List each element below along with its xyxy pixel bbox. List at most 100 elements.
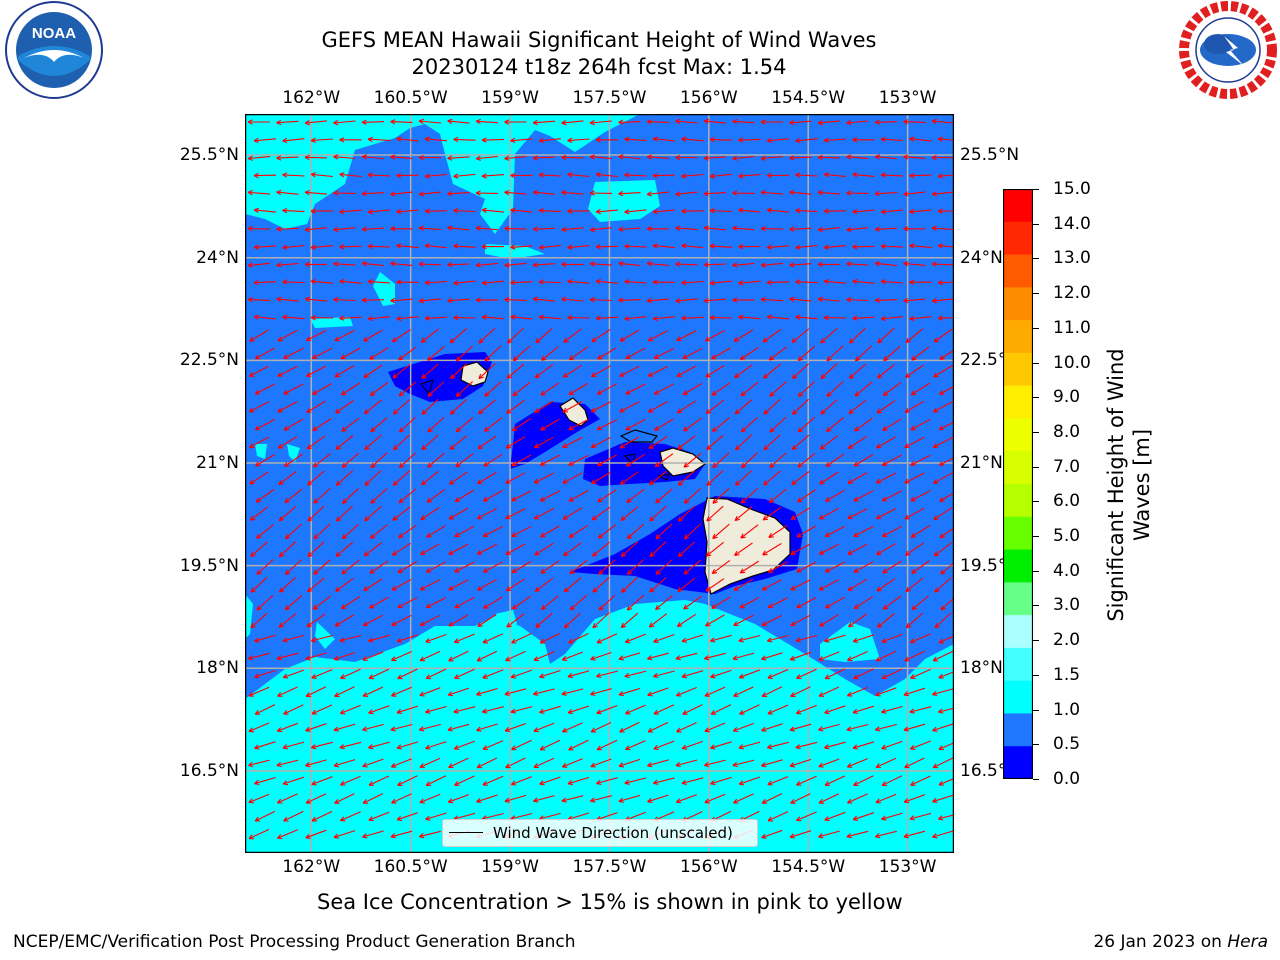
wind-arrow — [341, 417, 360, 432]
wind-arrow — [596, 777, 618, 785]
wind-arrow — [846, 119, 869, 126]
wind-arrow — [795, 137, 818, 144]
wind-arrow — [682, 347, 703, 360]
colorbar-segment — [1003, 418, 1033, 452]
wind-arrow — [652, 208, 676, 215]
wind-arrow — [852, 705, 875, 714]
wind-arrow — [367, 243, 391, 249]
wind-arrow — [625, 347, 646, 360]
wind-arrow — [618, 154, 641, 160]
wind-arrow — [846, 758, 868, 768]
wind-arrow — [681, 670, 704, 679]
wind-arrow — [937, 208, 954, 214]
wind-arrow — [710, 741, 732, 750]
wind-arrow — [910, 418, 931, 431]
colorbar-tick-label: 2.0 — [1053, 630, 1081, 651]
wind-arrow — [852, 208, 875, 215]
wind-arrow — [282, 279, 305, 285]
wind-arrow — [339, 315, 362, 321]
wind-arrow — [418, 723, 441, 732]
wind-arrow — [396, 634, 419, 643]
wind-arrow — [625, 453, 646, 467]
footer-branch: NCEP/EMC/Verification Post Processing Pr… — [13, 932, 576, 952]
wind-arrow — [362, 651, 384, 661]
wind-arrow — [909, 279, 932, 285]
wind-arrow — [367, 279, 391, 285]
colorbar-tick-label: 1.0 — [1053, 699, 1081, 720]
wind-arrow — [361, 261, 384, 267]
wind-arrow — [569, 594, 588, 611]
wind-arrow — [682, 382, 703, 396]
wind-arrow — [681, 634, 704, 643]
wind-arrow — [618, 687, 641, 697]
wind-arrow — [476, 650, 498, 662]
wind-arrow — [909, 315, 932, 322]
wind-arrow — [677, 435, 696, 450]
wind-arrow — [795, 314, 818, 320]
wind-arrow — [310, 172, 333, 178]
wind-arrow — [649, 541, 667, 558]
wind-arrow — [796, 525, 817, 538]
lat-tick-label-right: 18°N — [960, 658, 1003, 679]
wind-arrow — [363, 364, 383, 378]
wind-arrow — [705, 399, 725, 414]
wind-arrow — [425, 741, 447, 750]
wind-arrow — [932, 650, 954, 662]
wind-arrow — [681, 315, 704, 321]
island-kauai — [460, 361, 489, 387]
wind-arrow — [704, 329, 725, 342]
wind-arrow — [254, 419, 275, 431]
wind-arrow — [535, 327, 553, 344]
wind-arrow — [419, 543, 440, 556]
wind-arrow — [254, 383, 276, 395]
wind-arrow — [370, 452, 388, 469]
wind-arrow — [304, 226, 328, 233]
wind-arrow — [874, 297, 898, 303]
wind-arrow — [880, 209, 903, 215]
wind-arrow — [511, 633, 532, 644]
wind-arrow — [854, 381, 873, 397]
wind-arrow — [419, 757, 441, 768]
wind-arrow — [533, 722, 555, 733]
wind-arrow — [282, 314, 305, 320]
wind-arrow — [711, 382, 731, 396]
wind-arrow — [846, 723, 869, 732]
wind-arrow — [590, 688, 612, 696]
wind-arrow — [396, 172, 419, 179]
colorbar-tick-mark — [1033, 431, 1039, 433]
wind-arrow — [732, 262, 755, 268]
wind-arrow — [304, 189, 328, 196]
wind-arrow — [563, 577, 582, 593]
wind-arrow — [419, 687, 441, 697]
wind-arrow — [762, 506, 782, 521]
wind-arrow — [278, 470, 297, 486]
colorbar-tick-mark — [1033, 640, 1039, 642]
wind-arrow — [341, 559, 360, 575]
wind-arrow — [677, 577, 696, 593]
wind-arrow — [823, 208, 847, 214]
wind-arrow — [767, 668, 789, 679]
island-kahoolawe — [657, 473, 670, 481]
wind-arrow — [790, 579, 811, 591]
wind-arrow — [646, 226, 670, 232]
wind-arrow — [539, 705, 561, 714]
wind-arrow — [933, 542, 953, 557]
colorbar-segment — [1003, 451, 1033, 485]
wind-arrow — [568, 489, 589, 502]
wind-arrow — [767, 776, 789, 786]
wind-arrow — [681, 243, 704, 249]
wind-arrow — [817, 226, 840, 233]
legend-label: Wind Wave Direction (unscaled) — [493, 824, 733, 842]
wind-arrow — [254, 810, 276, 822]
wind-arrow — [248, 722, 270, 733]
wind-arrow — [255, 489, 275, 503]
wind-arrow — [710, 669, 732, 679]
chart-title-line2: 20230124 t18z 264h fcst Max: 1.54 — [411, 55, 787, 79]
wind-arrow — [738, 280, 761, 286]
wind-arrow — [595, 670, 618, 679]
wind-arrow — [681, 208, 704, 214]
lon-tick-label-top: 156°W — [679, 88, 738, 108]
wave-band-1-0-1-5-south-c — [495, 610, 517, 629]
wind-arrow — [712, 487, 730, 504]
wind-arrow — [539, 669, 561, 679]
